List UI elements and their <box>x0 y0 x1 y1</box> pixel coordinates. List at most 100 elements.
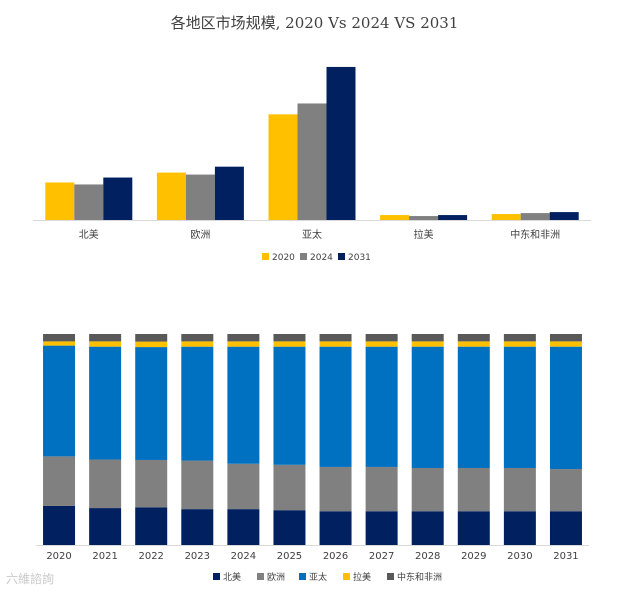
stack-2024-北美 <box>227 509 260 545</box>
stack-2021-北美 <box>89 508 122 545</box>
bar-亚太-2024 <box>297 103 327 220</box>
stack-2027-欧洲 <box>365 466 398 512</box>
bar-欧洲-2020 <box>156 172 186 220</box>
stack-2030-亚太 <box>503 346 536 468</box>
x-tick-label: 欧洲 <box>190 229 210 241</box>
x-tick-label: 亚太 <box>302 228 322 241</box>
legend-swatch-中东和非洲 <box>387 573 394 580</box>
stack-2023-北美 <box>181 509 214 545</box>
stack-2021-欧洲 <box>89 459 122 509</box>
stack-2029-欧洲 <box>457 467 490 512</box>
legend-swatch-欧洲 <box>257 573 264 580</box>
stack-2020-北美 <box>43 505 76 545</box>
x-tick-label: 中东和非洲 <box>510 228 560 241</box>
x-tick-label: 2031 <box>553 551 578 562</box>
stack-2029-拉美 <box>457 341 490 347</box>
stack-2025-拉美 <box>273 341 306 347</box>
watermark-text: 六維諮詢 <box>6 572 55 586</box>
bar-亚太-2031 <box>326 66 356 220</box>
x-tick-label: 2025 <box>277 551 302 562</box>
bar-拉美-2031 <box>438 215 468 220</box>
bar-北美-2024 <box>74 184 104 220</box>
stack-2031-中东和非洲 <box>549 334 582 342</box>
stack-2023-欧洲 <box>181 460 214 510</box>
bar-北美-2020 <box>45 182 75 220</box>
bar-拉美-2024 <box>409 216 439 220</box>
stack-2027-拉美 <box>365 341 398 347</box>
stack-2029-亚太 <box>457 346 490 468</box>
legend-label-2024: 2024 <box>310 253 333 263</box>
x-tick-label: 2020 <box>46 551 71 562</box>
stack-2031-亚太 <box>549 346 582 470</box>
x-tick-label: 2027 <box>369 551 394 562</box>
x-tick-label: 北美 <box>79 228 99 241</box>
x-tick-label: 2021 <box>92 551 117 562</box>
stack-2026-欧洲 <box>319 466 352 512</box>
legend-swatch-2020 <box>262 253 269 260</box>
stack-2028-中东和非洲 <box>411 334 444 342</box>
stack-2027-北美 <box>365 511 398 545</box>
legend-label-北美: 北美 <box>223 571 241 583</box>
stack-2028-欧洲 <box>411 467 444 512</box>
stack-2029-中东和非洲 <box>457 334 490 342</box>
legend-label-亚太: 亚太 <box>309 571 327 583</box>
stacked-bar-chart: 2020 2021 2022 2023 2024 2025 2026 2027 2028 2029… <box>36 334 589 583</box>
stack-2021-拉美 <box>89 341 122 347</box>
stack-2020-欧洲 <box>43 456 76 506</box>
stack-2025-亚太 <box>273 346 306 465</box>
stack-2026-亚太 <box>319 346 352 467</box>
stack-2030-中东和非洲 <box>503 334 536 342</box>
bar-欧洲-2031 <box>214 166 244 220</box>
stack-2020-中东和非洲 <box>43 334 76 342</box>
legend-swatch-拉美 <box>343 573 350 580</box>
x-tick-label: 2028 <box>415 551 440 562</box>
stack-2020-拉美 <box>43 341 76 346</box>
stack-2024-中东和非洲 <box>227 334 260 342</box>
stack-2022-中东和非洲 <box>135 334 168 342</box>
stack-2020-亚太 <box>43 345 76 457</box>
x-tick-label: 拉美 <box>414 228 434 241</box>
x-tick-label: 2026 <box>323 551 348 562</box>
stack-2030-欧洲 <box>503 467 536 512</box>
legend-swatch-亚太 <box>299 573 306 580</box>
x-tick-label: 2024 <box>231 551 256 562</box>
legend-label-拉美: 拉美 <box>353 571 371 583</box>
stack-2025-中东和非洲 <box>273 334 306 342</box>
grouped-bar-chart: 北美 欧洲 亚太 拉美 中东和非洲 2020 2024 2031 <box>33 66 591 263</box>
stack-2031-欧洲 <box>549 469 582 512</box>
stack-2028-拉美 <box>411 341 444 347</box>
stack-2023-拉美 <box>181 341 214 347</box>
stack-2025-欧洲 <box>273 464 306 511</box>
stack-2031-拉美 <box>549 341 582 347</box>
bar-中东和非洲-2031 <box>549 212 579 220</box>
stack-2028-北美 <box>411 511 444 545</box>
legend-swatch-2031 <box>338 253 345 260</box>
legend-swatch-2024 <box>300 253 307 260</box>
stack-2021-中东和非洲 <box>89 334 122 342</box>
stack-2030-拉美 <box>503 341 536 347</box>
stack-2028-亚太 <box>411 346 444 468</box>
legend-label-中东和非洲: 中东和非洲 <box>397 571 442 583</box>
legend-label-欧洲: 欧洲 <box>267 571 285 583</box>
chart-title: 各地区市场规模, 2020 Vs 2024 VS 2031 <box>170 14 459 32</box>
stack-2027-亚太 <box>365 346 398 467</box>
stack-2022-亚太 <box>135 347 168 460</box>
stack-2024-拉美 <box>227 341 260 347</box>
bar-欧洲-2024 <box>185 174 215 220</box>
bar-亚太-2020 <box>268 114 298 220</box>
x-tick-label: 2023 <box>185 551 210 562</box>
stack-2021-亚太 <box>89 346 122 460</box>
stack-2027-中东和非洲 <box>365 334 398 342</box>
bar-北美-2031 <box>103 177 133 220</box>
legend-label-2031: 2031 <box>348 253 371 263</box>
bar-中东和非洲-2020 <box>491 214 521 220</box>
stack-2023-亚太 <box>181 346 214 461</box>
stack-2024-欧洲 <box>227 463 260 510</box>
stack-2031-北美 <box>549 511 582 545</box>
legend-swatch-北美 <box>213 573 220 580</box>
x-tick-label: 2030 <box>507 551 532 562</box>
legend-label-2020: 2020 <box>272 253 295 263</box>
stack-2022-欧洲 <box>135 459 168 508</box>
stack-2026-拉美 <box>319 341 352 347</box>
stack-2022-拉美 <box>135 341 168 348</box>
